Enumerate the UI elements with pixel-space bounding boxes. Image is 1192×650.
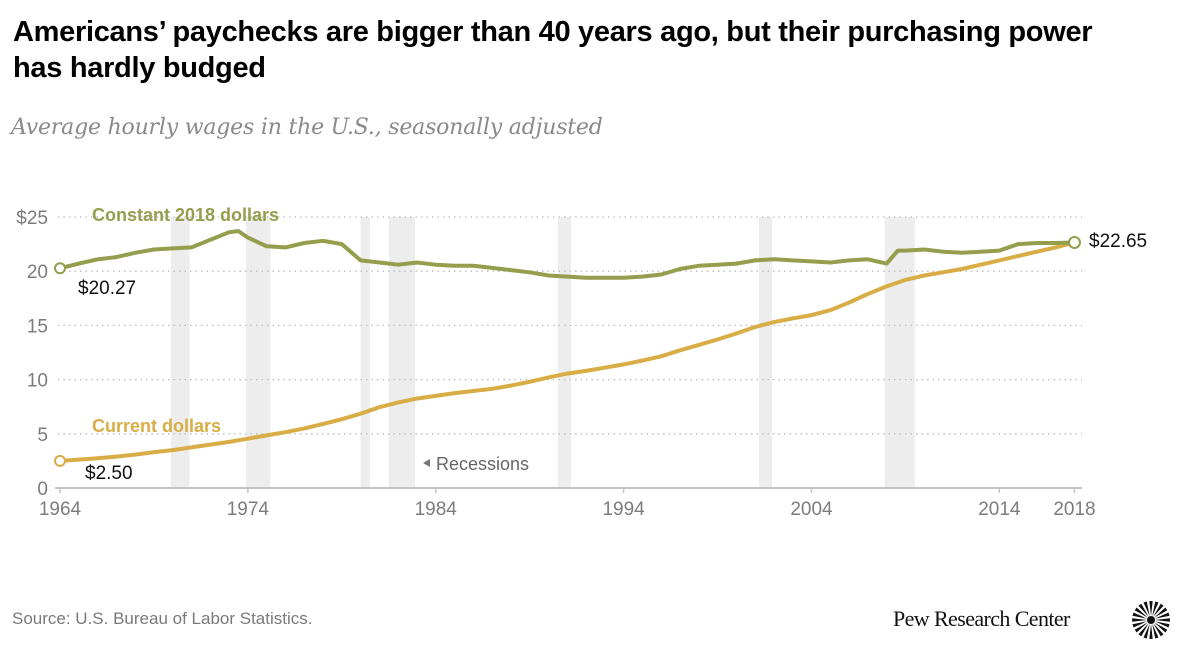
y-tick-label: 20 xyxy=(27,262,48,283)
logo-ray xyxy=(1132,618,1147,622)
x-axis: 1964 1974 1984 1994 2004 2014 2018 xyxy=(39,487,1096,520)
x-tick-label: 1984 xyxy=(415,499,458,520)
logo-ray xyxy=(1155,618,1170,622)
recession-band xyxy=(245,217,271,488)
logo-ray xyxy=(1132,621,1148,628)
logo-ray xyxy=(1134,607,1148,618)
end-value-label: $22.65 xyxy=(1089,231,1147,252)
y-tick-label: $25 xyxy=(16,208,48,229)
y-tick-label: 5 xyxy=(37,425,48,446)
logo-ray xyxy=(1143,601,1150,617)
logo-ray xyxy=(1154,621,1170,628)
chart-title: Americans’ paychecks are bigger than 40 … xyxy=(13,16,1093,84)
logo-ray xyxy=(1154,612,1170,619)
source-note: Source: U.S. Bureau of Labor Statistics. xyxy=(12,609,313,628)
x-tick-label: 2018 xyxy=(1053,499,1095,520)
logo-ray xyxy=(1143,623,1150,639)
series xyxy=(54,229,1081,467)
y-tick-label: 15 xyxy=(27,316,48,337)
start-value-label-current: $2.50 xyxy=(85,463,133,484)
logo-ray xyxy=(1154,622,1168,633)
logo-ray xyxy=(1153,623,1164,637)
recessions-label: Recessions xyxy=(436,454,529,474)
logo-ray xyxy=(1138,623,1149,637)
recessions-pointer-icon xyxy=(423,459,430,467)
brand-name: Pew Research Center xyxy=(893,606,1070,631)
logo-ray xyxy=(1149,624,1153,639)
logo-ray xyxy=(1134,622,1148,633)
logo-ray xyxy=(1152,601,1159,617)
legend-label-current-dollars: Current dollars xyxy=(92,416,221,436)
recession-band xyxy=(758,217,773,488)
y-axis-labels: 0 5 10 15 20 $25 xyxy=(16,208,48,500)
logo-ray xyxy=(1149,601,1153,616)
end-point xyxy=(1067,235,1081,249)
logo-ray xyxy=(1138,603,1149,617)
logo-ray xyxy=(1153,603,1164,617)
y-tick-label: 0 xyxy=(37,479,48,500)
recession-band xyxy=(170,217,190,488)
logo-ray xyxy=(1154,607,1168,618)
chart-subtitle: Average hourly wages in the U.S., season… xyxy=(11,115,603,140)
x-tick-label: 2004 xyxy=(790,499,833,520)
start-value-label-constant: $20.27 xyxy=(78,278,136,299)
series-line-constant-dollars xyxy=(58,229,1077,280)
x-tick-label: 1974 xyxy=(227,499,270,520)
recession-band xyxy=(388,217,416,488)
x-tick-label: 1964 xyxy=(39,499,82,520)
start-point-constant-dollars xyxy=(54,262,66,275)
legend-label-constant-dollars: Constant 2018 dollars xyxy=(92,205,279,225)
logo-ray xyxy=(1132,612,1148,619)
recession-band xyxy=(360,217,370,488)
recession-bands xyxy=(170,217,915,488)
annotations: Constant 2018 dollars Current dollars $2… xyxy=(78,205,1147,484)
gridlines xyxy=(58,216,1082,435)
series-line-current-dollars xyxy=(58,240,1077,463)
line-chart: 1964 1974 1984 1994 2004 2014 2018 0 5 10 15 20 $25… xyxy=(16,205,1147,520)
y-tick-label: 10 xyxy=(27,371,48,392)
x-tick-label: 1994 xyxy=(602,499,645,520)
x-tick-label: 2014 xyxy=(978,499,1021,520)
recession-band xyxy=(557,217,571,488)
start-point-current-dollars xyxy=(54,454,66,467)
pew-sunburst-logo-icon xyxy=(1132,601,1170,639)
logo-ray xyxy=(1152,623,1159,639)
